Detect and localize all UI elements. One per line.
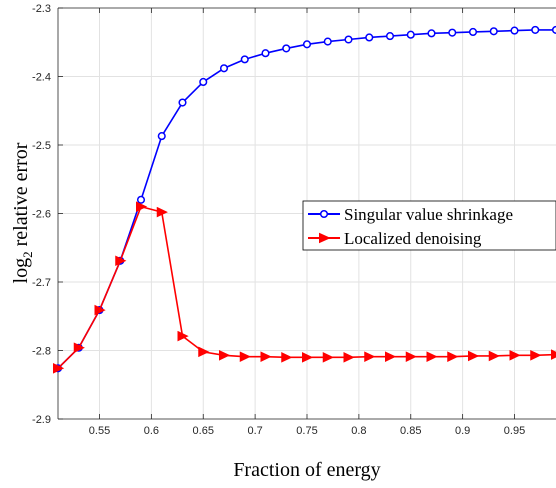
data-point-localized-denoising — [156, 206, 168, 218]
series-singular-value-shrinkage — [53, 25, 556, 373]
x-tick-label: 0.9 — [455, 425, 470, 437]
data-point-singular-value-shrinkage — [302, 40, 312, 49]
data-point-singular-value-shrinkage — [240, 55, 249, 64]
data-point-localized-denoising — [94, 304, 106, 316]
x-tick-label: 0.75 — [296, 425, 317, 437]
data-point-singular-value-shrinkage — [282, 44, 291, 53]
y-tick-labels: -2.3 -2.4 -2.5 -2.6 -2.7 -2.8 -2.9 — [32, 3, 51, 426]
x-tick-label: 0.6 — [144, 425, 159, 437]
y-tick-label: -2.8 — [32, 346, 51, 358]
data-point-localized-denoising — [468, 350, 480, 362]
data-point-localized-denoising — [219, 350, 231, 361]
data-point-localized-denoising — [322, 352, 334, 363]
y-axis-label: log2 relative error — [10, 142, 35, 283]
data-point-localized-denoising — [509, 350, 521, 361]
data-point-singular-value-shrinkage — [427, 29, 436, 38]
y-tick-label: -2.5 — [32, 140, 51, 152]
x-tick-labels: 0.55 0.6 0.65 0.7 0.75 0.8 0.85 0.9 0.95 — [89, 425, 525, 437]
data-point-singular-value-shrinkage — [385, 32, 395, 41]
data-point-localized-denoising — [447, 351, 459, 362]
data-point-localized-denoising — [281, 352, 293, 363]
data-point-localized-denoising — [364, 351, 376, 362]
y-tick-label: -2.7 — [32, 277, 51, 289]
legend: Singular value shrinkage Localized denoi… — [302, 200, 556, 251]
data-point-localized-denoising — [115, 255, 127, 267]
x-tick-label: 0.55 — [89, 425, 110, 437]
legend-label-singular-value-shrinkage: Singular value shrinkage — [344, 205, 513, 224]
data-point-singular-value-shrinkage — [136, 195, 146, 204]
legend-marker-singular-value-shrinkage — [319, 209, 329, 219]
data-point-singular-value-shrinkage — [448, 28, 457, 37]
data-point-singular-value-shrinkage — [157, 132, 166, 141]
data-point-singular-value-shrinkage — [489, 27, 498, 36]
data-series — [53, 25, 556, 374]
data-point-localized-denoising — [405, 351, 417, 362]
data-point-localized-denoising — [53, 363, 65, 374]
data-point-localized-denoising — [343, 352, 355, 363]
x-tick-label: 0.8 — [351, 425, 366, 437]
data-point-localized-denoising — [136, 201, 148, 212]
data-point-singular-value-shrinkage — [344, 35, 353, 44]
data-point-singular-value-shrinkage — [261, 49, 270, 58]
legend-label-localized-denoising: Localized denoising — [344, 229, 482, 248]
data-point-localized-denoising — [239, 351, 251, 362]
data-point-localized-denoising — [385, 351, 397, 362]
data-point-singular-value-shrinkage — [199, 77, 208, 87]
data-point-localized-denoising — [426, 351, 438, 362]
data-point-singular-value-shrinkage — [406, 30, 415, 39]
data-point-singular-value-shrinkage — [531, 25, 540, 34]
x-tick-label: 0.7 — [247, 425, 262, 437]
series-localized-denoising — [53, 201, 556, 374]
legend-box — [302, 200, 556, 251]
data-point-singular-value-shrinkage — [551, 25, 556, 34]
data-point-singular-value-shrinkage — [365, 33, 374, 42]
x-tick-label: 0.95 — [504, 425, 525, 437]
data-point-localized-denoising — [551, 349, 556, 360]
data-point-localized-denoising — [198, 346, 210, 358]
data-point-localized-denoising — [260, 351, 272, 362]
data-point-singular-value-shrinkage — [178, 98, 187, 107]
data-point-localized-denoising — [177, 330, 189, 342]
data-point-localized-denoising — [530, 350, 542, 361]
axes-frame — [57, 7, 556, 420]
data-point-singular-value-shrinkage — [219, 64, 229, 73]
y-tick-label: -2.9 — [32, 414, 51, 426]
data-point-singular-value-shrinkage — [323, 37, 332, 46]
y-tick-label: -2.4 — [32, 72, 51, 84]
legend-marker-localized-denoising — [319, 232, 331, 244]
x-tick-label: 0.85 — [400, 425, 421, 437]
data-point-singular-value-shrinkage — [468, 27, 478, 37]
y-tick-label: -2.6 — [32, 209, 51, 221]
data-point-localized-denoising — [488, 350, 500, 362]
x-tick-label: 0.65 — [193, 425, 214, 437]
x-axis-label: Fraction of energy — [233, 459, 380, 481]
data-point-localized-denoising — [73, 342, 85, 354]
data-point-singular-value-shrinkage — [510, 26, 519, 35]
y-tick-label: -2.3 — [32, 3, 51, 15]
data-point-localized-denoising — [302, 352, 314, 363]
